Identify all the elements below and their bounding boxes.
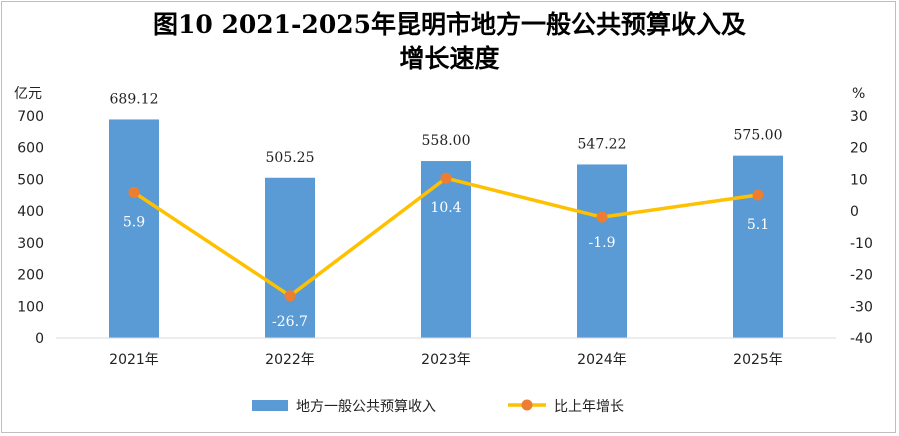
- growth-marker: [284, 290, 296, 302]
- legend-bar-label: 地方一般公共预算收入: [296, 399, 436, 415]
- growth-value-label: 5.9: [123, 214, 145, 230]
- growth-marker: [128, 186, 140, 198]
- right-axis: % -40 -30 -20 -10 0 10 20 30: [850, 86, 873, 347]
- growth-marker: [440, 172, 452, 184]
- left-tick-label: 400: [17, 204, 44, 220]
- left-tick-label: 300: [17, 236, 44, 252]
- right-tick-label: -40: [850, 331, 873, 347]
- bar-value-label: 505.25: [266, 150, 315, 166]
- legend: 地方一般公共预算收入 比上年增长: [252, 399, 624, 415]
- growth-value-label: 10.4: [430, 200, 461, 216]
- growth-value-label: 5.1: [747, 217, 769, 233]
- bar-series: 689.12 505.25 558.00 547.22 575.00: [109, 91, 783, 338]
- bar: [577, 164, 627, 338]
- left-axis: 亿元 0 100 200 300 400 500 600 700: [14, 86, 44, 347]
- right-axis-unit: %: [852, 86, 865, 102]
- left-tick-label: 500: [17, 172, 44, 188]
- bar-value-label: 558.00: [422, 133, 471, 149]
- legend-line-marker: [521, 399, 533, 411]
- right-tick-label: 0: [850, 204, 859, 220]
- right-tick-label: 20: [850, 141, 868, 157]
- line-series: 5.9 -26.7 10.4 -1.9 5.1: [123, 172, 769, 330]
- right-tick-label: -30: [850, 299, 873, 315]
- right-tick-label: -20: [850, 268, 873, 284]
- legend-line-label: 比上年增长: [554, 399, 624, 415]
- left-tick-label: 700: [17, 109, 44, 125]
- growth-marker: [752, 189, 764, 201]
- left-tick-label: 600: [17, 141, 44, 157]
- x-tick-label: 2023年: [421, 352, 471, 368]
- bar: [733, 155, 783, 338]
- chart-title: 图10 2021-2025年昆明市地方一般公共预算收入及 增长速度: [0, 8, 899, 76]
- growth-value-label: -1.9: [589, 235, 616, 251]
- right-tick-label: 30: [850, 109, 868, 125]
- x-tick-label: 2024年: [577, 352, 627, 368]
- bar-value-label: 689.12: [110, 91, 159, 107]
- x-tick-label: 2025年: [733, 352, 783, 368]
- left-tick-label: 100: [17, 299, 44, 315]
- chart-title-line2: 增长速度: [399, 44, 500, 73]
- growth-marker: [596, 211, 608, 223]
- bar-value-label: 575.00: [734, 128, 783, 144]
- right-tick-label: -10: [850, 236, 873, 252]
- bar: [109, 119, 159, 338]
- left-tick-label: 0: [35, 331, 44, 347]
- x-tick-label: 2022年: [265, 352, 315, 368]
- legend-bar-swatch: [252, 400, 288, 411]
- bar: [265, 177, 315, 338]
- right-tick-label: 10: [850, 172, 868, 188]
- x-axis: 2021年 2022年 2023年 2024年 2025年: [56, 337, 836, 368]
- chart-title-line1: 图10 2021-2025年昆明市地方一般公共预算收入及: [152, 10, 747, 39]
- growth-value-label: -26.7: [272, 314, 308, 330]
- left-tick-label: 200: [17, 268, 44, 284]
- left-axis-unit: 亿元: [14, 86, 42, 102]
- bar: [421, 161, 471, 338]
- bar-value-label: 547.22: [578, 136, 627, 152]
- x-tick-label: 2021年: [109, 352, 159, 368]
